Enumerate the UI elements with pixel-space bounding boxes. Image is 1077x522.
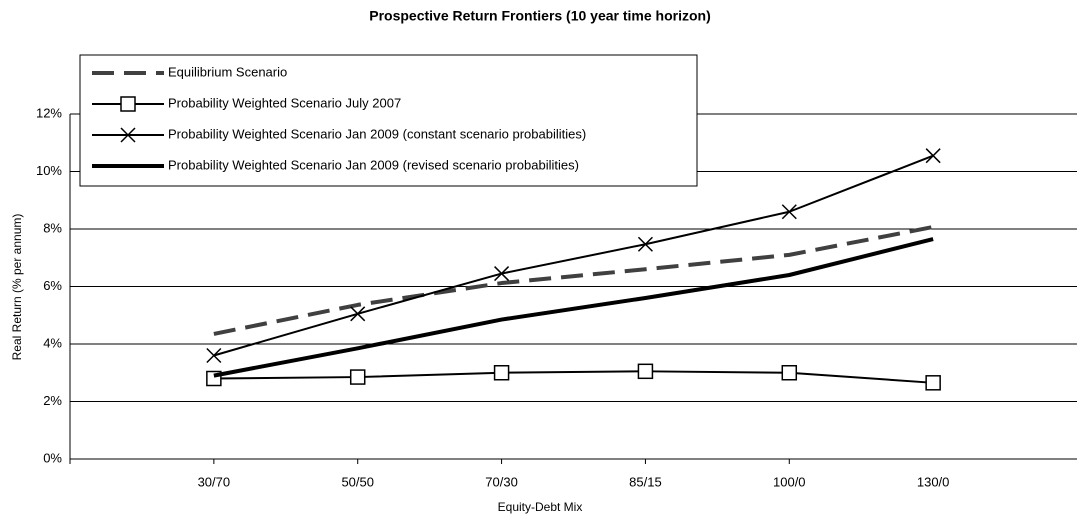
- marker: [494, 266, 510, 282]
- marker: [637, 363, 654, 380]
- x-axis-label: Equity-Debt Mix: [498, 500, 583, 514]
- x-tick-label: 130/0: [917, 474, 950, 489]
- y-axis-label: Real Return (% per annum): [10, 214, 24, 361]
- series-line: [213, 154, 934, 357]
- marker: [206, 347, 222, 364]
- x-tick-label: 85/15: [629, 474, 662, 489]
- x-tick-label: 70/30: [485, 474, 518, 489]
- legend-label: Probability Weighted Scenario Jan 2009 (…: [168, 126, 586, 141]
- marker: [493, 365, 510, 381]
- chart-title: Prospective Return Frontiers (10 year ti…: [369, 8, 711, 24]
- marker: [925, 375, 941, 391]
- series-line: [213, 370, 934, 384]
- legend-marker: [120, 96, 136, 112]
- legend: Equilibrium Scenario Probability Weighted…: [79, 54, 698, 187]
- y-tick-label: 12%: [36, 105, 62, 120]
- marker: [350, 306, 366, 322]
- legend-label: Probability Weighted Scenario Jan 2009 (…: [168, 157, 579, 172]
- y-tick-label: 2%: [43, 393, 62, 408]
- y-tick-label: 8%: [43, 220, 62, 235]
- legend-label: Probability Weighted Scenario July 2007: [168, 95, 401, 110]
- marker: [781, 365, 798, 381]
- y-tick-label: 0%: [43, 450, 62, 465]
- marker: [349, 369, 366, 385]
- y-tick-label: 10%: [36, 163, 62, 178]
- marker: [637, 236, 653, 252]
- y-tick-label: 6%: [43, 278, 62, 293]
- x-tick-label: 100/0: [773, 474, 806, 489]
- legend-box: [79, 54, 698, 187]
- legend-label: Equilibrium Scenario: [168, 64, 287, 79]
- legend-marker: [120, 127, 136, 143]
- series-line: [213, 225, 934, 336]
- x-tick-label: 30/70: [198, 474, 231, 489]
- marker: [781, 204, 797, 220]
- marker: [925, 148, 941, 164]
- series-line: [213, 237, 934, 378]
- x-tick-label: 50/50: [341, 474, 374, 489]
- y-tick-label: 4%: [43, 335, 62, 350]
